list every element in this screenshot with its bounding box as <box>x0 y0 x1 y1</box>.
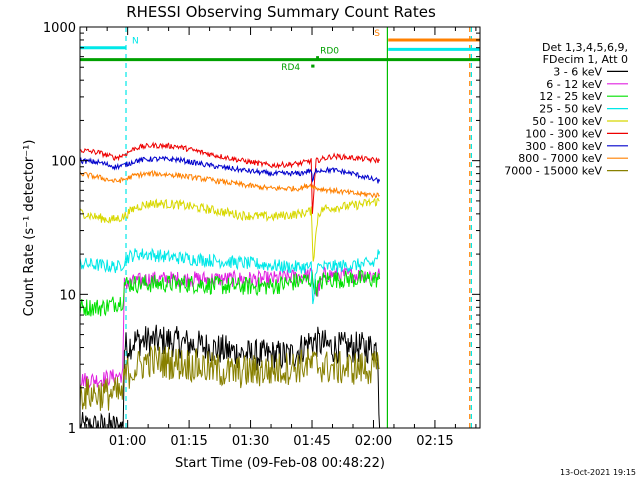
legend-label-3: 25 - 50 keV <box>539 103 602 116</box>
x-tick-label-2: 01:30 <box>232 434 269 449</box>
legend-header-1: FDecim 1, Att 0 <box>543 53 628 66</box>
legend-label-0: 3 - 6 keV <box>553 65 602 78</box>
x-axis: 01:00 01:15 01:30 01:45 02:00 02:15 <box>86 27 477 449</box>
legend-label-6: 300 - 800 keV <box>525 140 602 153</box>
y-tick-label-2: 100 <box>51 155 76 170</box>
series-line-7 <box>79 169 380 199</box>
state-bar-label-3: RD4 <box>281 63 300 73</box>
legend-label-4: 50 - 100 keV <box>532 115 602 128</box>
y-axis-label: Count Rate (s⁻¹ detector⁻¹) <box>22 140 37 317</box>
series-line-3 <box>79 247 381 305</box>
legend-header-0: Det 1,3,4,5,6,9, <box>542 41 628 54</box>
series-line-4 <box>79 197 380 262</box>
x-tick-label-5: 02:15 <box>416 434 453 449</box>
y-tick-label-0: 1 <box>68 422 76 437</box>
state-bar-label-0: N <box>132 37 139 47</box>
x-tick-label-0: 01:00 <box>109 434 146 449</box>
axes-frame <box>79 26 481 429</box>
chart-title: RHESSI Observing Summary Count Rates <box>126 3 436 21</box>
y-tick-label-3: 1000 <box>43 21 76 36</box>
legend: Det 1,3,4,5,6,9,FDecim 1, Att 03 - 6 keV… <box>504 41 628 178</box>
y-tick-label-1: 10 <box>59 288 76 303</box>
series-line-6 <box>79 155 381 184</box>
x-tick-label-3: 01:45 <box>293 434 330 449</box>
legend-label-7: 800 - 7000 keV <box>518 152 602 165</box>
state-bar-label-2: RD0 <box>320 47 339 57</box>
footer-date: 13-Oct-2021 19:15 <box>560 468 636 477</box>
legend-label-5: 100 - 300 keV <box>525 127 602 140</box>
plot-border <box>79 26 481 429</box>
series-line-5 <box>80 141 381 214</box>
legend-label-8: 7000 - 15000 keV <box>504 165 602 178</box>
legend-label-2: 12 - 25 keV <box>539 90 602 103</box>
state-bar-label-4: S <box>374 29 380 39</box>
y-axis: 1 10 100 1000 <box>43 21 480 437</box>
legend-label-1: 6 - 12 keV <box>546 78 602 91</box>
plot-area: N RD0 RD4 S <box>79 27 480 430</box>
series-line-2 <box>79 269 381 317</box>
series-line-8 <box>79 345 380 411</box>
x-tick-label-1: 01:15 <box>170 434 207 449</box>
x-axis-label: Start Time (09-Feb-08 00:48:22) <box>175 456 385 471</box>
series-line-1 <box>79 265 381 390</box>
series-line-0 <box>79 324 381 430</box>
x-tick-label-4: 02:00 <box>355 434 392 449</box>
